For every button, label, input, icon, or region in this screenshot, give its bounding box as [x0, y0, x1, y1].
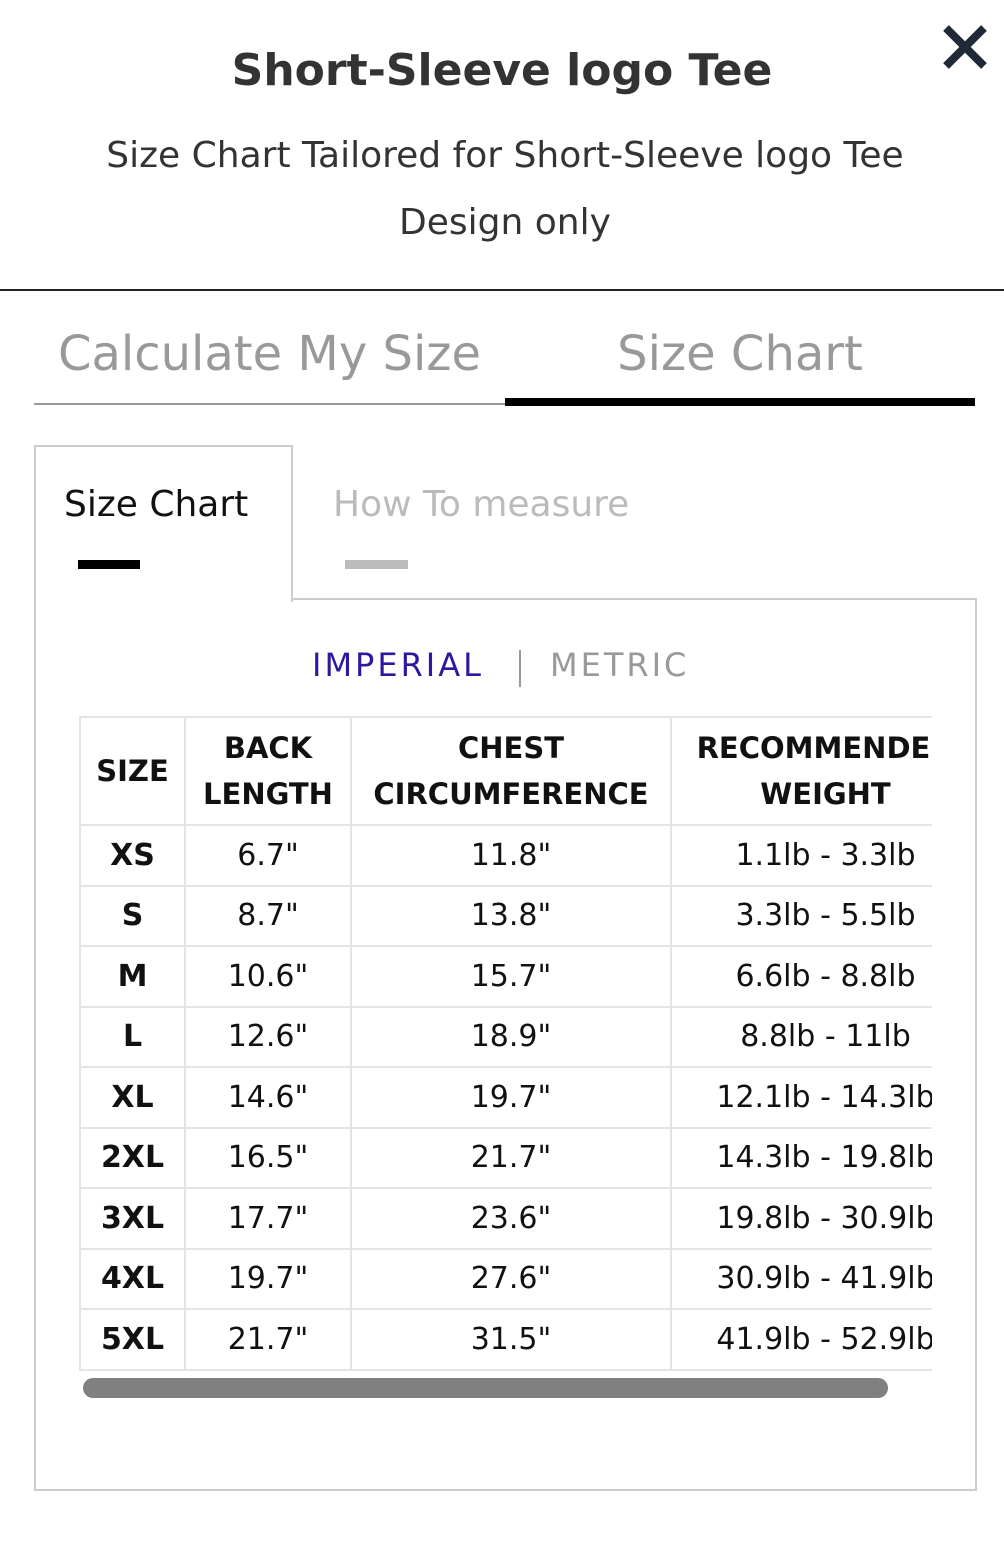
sub-tab[interactable]: How To measure — [333, 484, 630, 525]
tab-active[interactable]: Size Chart — [617, 326, 863, 382]
value-cell: 1.1lb - 3.3lb — [670, 824, 932, 887]
value-cell: 6.7" — [184, 824, 352, 887]
close-button[interactable] — [940, 22, 990, 72]
value-cell: 3.3lb - 5.5lb — [670, 884, 932, 947]
value-cell: 31.5" — [350, 1308, 672, 1371]
column-header: SIZE — [79, 716, 186, 826]
tab[interactable]: Calculate My Size — [57, 326, 482, 382]
table-row: XL 14.6" 19.7" 12.1lb - 14.3lb — [79, 1066, 932, 1129]
size-cell: XL — [79, 1066, 186, 1129]
size-cell: 4XL — [79, 1247, 186, 1310]
subtitle: Size Chart Tailored for Short-Sleeve log… — [106, 135, 904, 243]
size-cell: S — [79, 884, 186, 947]
value-cell: 41.9lb - 52.9lb — [670, 1308, 932, 1371]
value-cell: 16.5" — [184, 1126, 352, 1189]
size-cell: M — [79, 945, 186, 1008]
size-cell: XS — [79, 824, 186, 887]
header-row: SIZE BACK LENGTH CHEST CIRCUMFERENCE RECOMM… — [79, 716, 932, 826]
table-scroll: SIZE BACK LENGTH CHEST CIRCUMFERENCE RECOMM… — [79, 716, 932, 1371]
size-cell: 5XL — [79, 1308, 186, 1371]
sub-tab-active[interactable]: Size Chart — [64, 484, 249, 525]
table-row: XS 6.7" 11.8" 1.1lb - 3.3lb — [79, 824, 932, 887]
table-row: 5XL 21.7" 31.5" 41.9lb - 52.9lb — [79, 1308, 932, 1371]
sub-tab-box — [34, 445, 293, 602]
value-cell: 6.6lb - 8.8lb — [670, 945, 932, 1008]
unit-separator — [519, 650, 521, 687]
size-cell: L — [79, 1005, 186, 1068]
value-cell: 19.7" — [350, 1066, 672, 1129]
value-cell: 15.7" — [350, 945, 672, 1008]
value-cell: 23.6" — [350, 1187, 672, 1250]
tab-underline — [34, 403, 505, 405]
table-row: M 10.6" 15.7" 6.6lb - 8.8lb — [79, 945, 932, 1008]
table-row: 3XL 17.7" 23.6" 19.8lb - 30.9lb — [79, 1187, 932, 1250]
table-row: 2XL 16.5" 21.7" 14.3lb - 19.8lb — [79, 1126, 932, 1189]
divider — [0, 289, 1004, 291]
size-cell: 3XL — [79, 1187, 186, 1250]
title: Short-Sleeve logo Tee — [231, 45, 773, 96]
value-cell: 19.7" — [184, 1247, 352, 1310]
size-table: SIZE BACK LENGTH CHEST CIRCUMFERENCE RECOMM… — [79, 716, 932, 1371]
size-cell: 2XL — [79, 1126, 186, 1189]
value-cell: 13.8" — [350, 884, 672, 947]
value-cell: 10.6" — [184, 945, 352, 1008]
table-row: L 12.6" 18.9" 8.8lb - 11lb — [79, 1005, 932, 1068]
scrollbar[interactable] — [83, 1378, 888, 1398]
value-cell: 11.8" — [350, 824, 672, 887]
value-cell: 12.6" — [184, 1005, 352, 1068]
value-cell: 14.3lb - 19.8lb — [670, 1126, 932, 1189]
column-header: CHEST CIRCUMFERENCE — [350, 716, 672, 826]
value-cell: 27.6" — [350, 1247, 672, 1310]
unit-toggle[interactable]: METRIC — [550, 646, 690, 684]
value-cell: 21.7" — [184, 1308, 352, 1371]
content-panel — [34, 598, 977, 1491]
value-cell: 19.8lb - 30.9lb — [670, 1187, 932, 1250]
close-icon — [943, 25, 987, 69]
value-cell: 30.9lb - 41.9lb — [670, 1247, 932, 1310]
value-cell: 14.6" — [184, 1066, 352, 1129]
value-cell: 12.1lb - 14.3lb — [670, 1066, 932, 1129]
value-cell: 18.9" — [350, 1005, 672, 1068]
tab-underline-active — [505, 398, 975, 406]
table-row: 4XL 19.7" 27.6" 30.9lb - 41.9lb — [79, 1247, 932, 1310]
sub-tab-indicator — [345, 560, 408, 569]
value-cell: 21.7" — [350, 1126, 672, 1189]
value-cell: 17.7" — [184, 1187, 352, 1250]
table-row: S 8.7" 13.8" 3.3lb - 5.5lb — [79, 884, 932, 947]
column-header: RECOMMENDED WEIGHT — [670, 716, 932, 826]
sub-tab-indicator — [78, 560, 140, 569]
value-cell: 8.7" — [184, 884, 352, 947]
unit-toggle-active[interactable]: IMPERIAL — [312, 646, 484, 684]
column-header: BACK LENGTH — [184, 716, 352, 826]
value-cell: 8.8lb - 11lb — [670, 1005, 932, 1068]
